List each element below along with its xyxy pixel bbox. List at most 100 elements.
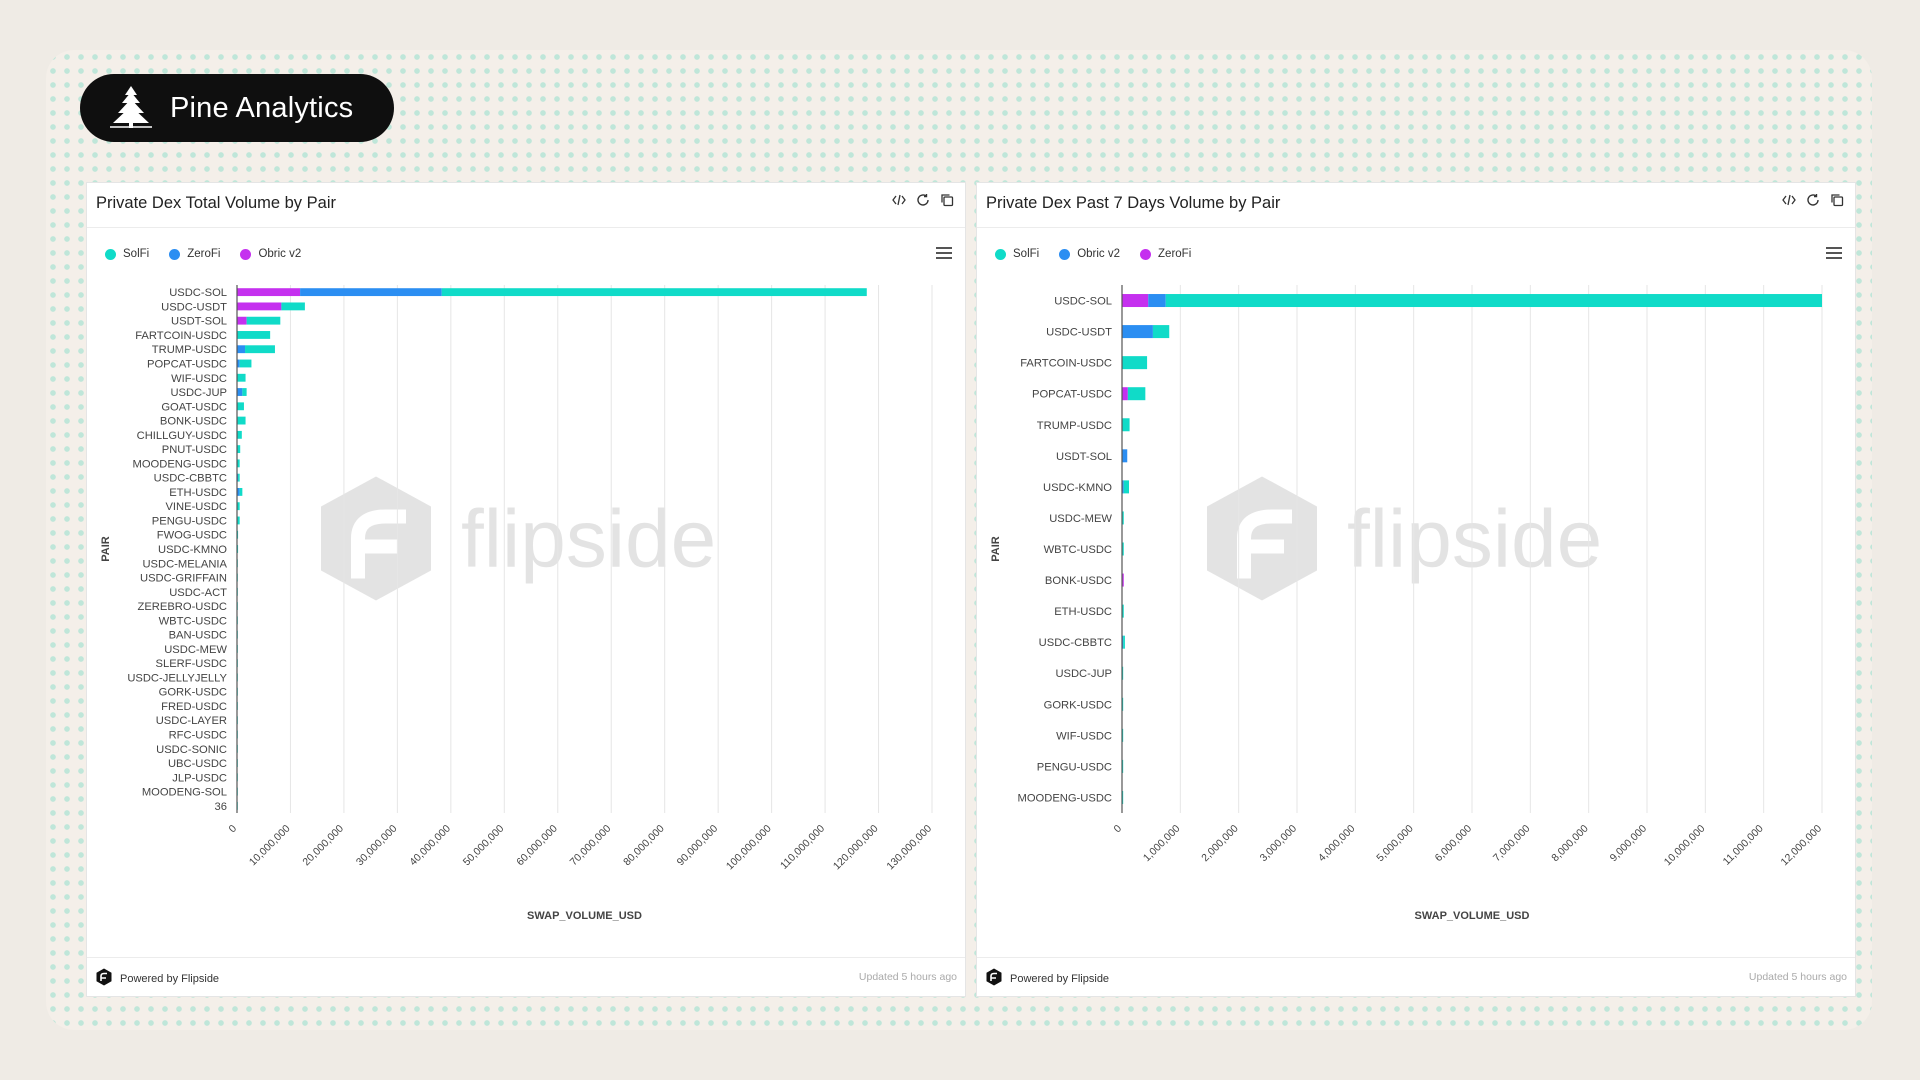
flipside-watermark: flipside (321, 476, 716, 601)
brand-name: Pine Analytics (170, 91, 354, 124)
bar-segment[interactable] (1122, 294, 1149, 308)
legend-item-zerofi[interactable]: ZeroFi (169, 248, 220, 260)
x-tick-label: 50,000,000 (461, 823, 507, 869)
y-category-label: FRED-USDC (161, 701, 227, 713)
bar-segment[interactable] (237, 373, 246, 382)
bar-segment[interactable] (1122, 418, 1130, 432)
bar-segment[interactable] (239, 359, 252, 368)
embed-code-icon[interactable] (891, 192, 907, 208)
bar-segment[interactable] (242, 388, 247, 396)
bar-segment[interactable] (1122, 511, 1124, 525)
x-tick-label: 30,000,000 (354, 823, 400, 869)
y-category-label: POPCAT-USDC (147, 358, 227, 370)
hamburger-menu-icon[interactable] (1825, 245, 1843, 261)
bar-segment[interactable] (1122, 604, 1124, 618)
bar-segment[interactable] (246, 316, 281, 325)
bar-segment[interactable] (237, 388, 243, 396)
watermark-logo-mark (351, 509, 406, 579)
y-category-label: USDC-SONIC (156, 744, 227, 756)
y-category-label: TRUMP-USDC (1037, 420, 1112, 432)
bar-segment[interactable] (1122, 356, 1148, 370)
x-tick-label: 12,000,000 (1778, 823, 1824, 869)
y-category-label: MOODENG-USDC (1018, 792, 1112, 804)
bar-segment[interactable] (1122, 449, 1128, 463)
y-category-label: USDC-GRIFFAIN (140, 573, 227, 585)
bar-segment[interactable] (237, 331, 271, 339)
bar-segment[interactable] (237, 288, 301, 297)
x-tick-label: 1,000,000 (1141, 823, 1183, 865)
x-tick-label: 130,000,000 (884, 823, 934, 873)
x-tick-label: 80,000,000 (621, 823, 667, 869)
bar-segment[interactable] (1122, 573, 1124, 587)
y-category-label: 36 (215, 801, 227, 813)
legend-item-zerofi[interactable]: ZeroFi (1140, 248, 1191, 260)
flipside-logo-icon (985, 968, 1003, 989)
refresh-icon[interactable] (915, 192, 931, 208)
bar-segment[interactable] (239, 487, 243, 496)
legend-item-solfi[interactable]: SolFi (995, 248, 1039, 260)
bar-segment[interactable] (441, 288, 867, 297)
bar-segment[interactable] (237, 487, 240, 496)
bar-segment[interactable] (1152, 325, 1170, 339)
refresh-icon[interactable] (1805, 192, 1821, 208)
bar-segment[interactable] (1127, 387, 1146, 401)
bar-chart: flipside 0 10,000,000 20,000,000 30,000,000 4… (100, 285, 934, 922)
bar-segment[interactable] (237, 502, 240, 511)
bar-segment[interactable] (1122, 387, 1128, 401)
bar-segment[interactable] (1148, 294, 1166, 308)
bar-segment[interactable] (281, 302, 305, 311)
bar-segment[interactable] (1122, 542, 1124, 556)
y-category-label: USDT-SOL (171, 316, 227, 328)
bar-segment[interactable] (1122, 325, 1153, 339)
bar-segment[interactable] (237, 345, 246, 354)
x-tick-label: 120,000,000 (831, 823, 881, 873)
watermark-text: flipside (1347, 493, 1602, 584)
embed-code-icon[interactable] (1781, 192, 1797, 208)
y-category-label: USDC-MEW (1049, 513, 1112, 525)
bar-segment[interactable] (1165, 294, 1822, 308)
bar-segment[interactable] (1122, 480, 1124, 494)
copy-icon[interactable] (1829, 192, 1845, 208)
legend-item-obric[interactable]: Obric v2 (240, 248, 301, 260)
legend-label: Obric v2 (1077, 248, 1121, 260)
powered-by-label[interactable]: Powered by Flipside (120, 972, 220, 985)
bar-segment[interactable] (237, 516, 240, 525)
x-tick-label: 5,000,000 (1374, 823, 1416, 865)
x-tick-label: 8,000,000 (1549, 823, 1591, 865)
bar-segment[interactable] (1123, 635, 1125, 649)
bar-segment[interactable] (237, 359, 240, 368)
x-tick-label: 10,000,000 (1662, 823, 1708, 869)
copy-icon[interactable] (939, 192, 955, 208)
legend-dot (240, 248, 252, 260)
hamburger-menu-icon[interactable] (935, 245, 953, 261)
legend-dot (995, 248, 1006, 260)
bar-segment[interactable] (237, 430, 242, 439)
powered-by-label[interactable]: Powered by Flipside (1010, 972, 1110, 985)
y-category-label: USDC-JELLYJELLY (127, 672, 227, 684)
legend-item-obric[interactable]: Obric v2 (1059, 248, 1120, 260)
bar-segment[interactable] (237, 316, 247, 325)
bar-segment[interactable] (237, 445, 241, 454)
bar-segment[interactable] (238, 473, 240, 482)
y-category-label: RFC-USDC (169, 730, 227, 742)
legend-item-solfi[interactable]: SolFi (105, 248, 149, 260)
chart-legend: SolFi ZeroFi Obric v2 (105, 248, 301, 260)
bar-segment[interactable] (237, 459, 240, 468)
bar-segment[interactable] (300, 288, 442, 297)
x-tick-label: 9,000,000 (1608, 823, 1650, 865)
y-category-label: USDC-SOL (1054, 296, 1112, 308)
bar-segment[interactable] (237, 302, 282, 311)
bar-chart: flipside 0 1,000,000 2,000,000 3,000,000 4,00… (990, 285, 1824, 922)
bar-segment[interactable] (245, 345, 275, 354)
bar-segment[interactable] (1123, 480, 1129, 494)
y-category-label: GORK-USDC (1044, 699, 1112, 711)
updated-timestamp: Updated 5 hours ago (858, 971, 957, 983)
y-category-label: USDC-MEW (164, 644, 227, 656)
y-category-label: GORK-USDC (159, 687, 227, 699)
y-category-label: WIF-USDC (171, 373, 227, 385)
chart-panel-total-volume: Private Dex Total Volume by Pair SolFi Z… (86, 182, 966, 997)
x-tick-label: 110,000,000 (778, 823, 827, 872)
watermark-logo-shape (1207, 476, 1317, 601)
bar-segment[interactable] (237, 416, 246, 425)
bar-segment[interactable] (237, 402, 244, 411)
